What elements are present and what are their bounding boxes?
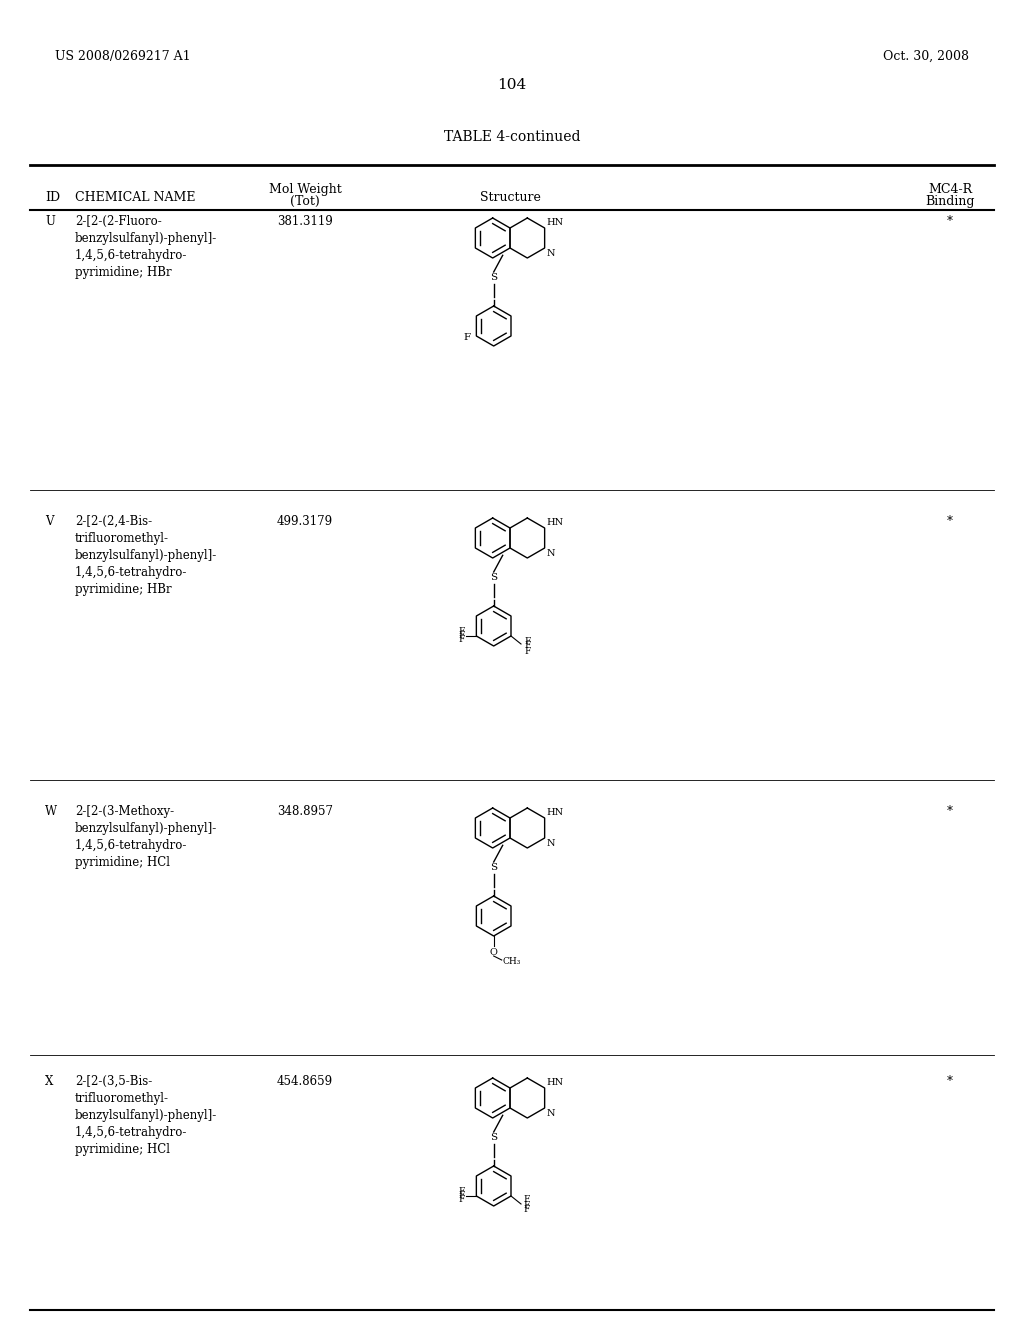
Text: F: F xyxy=(524,636,530,645)
Text: F: F xyxy=(458,631,464,640)
Text: 2-[2-(3-Methoxy-
benzylsulfanyl)-phenyl]-
1,4,5,6-tetrahydro-
pyrimidine; HCl: 2-[2-(3-Methoxy- benzylsulfanyl)-phenyl]… xyxy=(75,805,217,869)
Text: F: F xyxy=(463,334,470,342)
Text: *: * xyxy=(947,215,953,228)
Text: HN: HN xyxy=(547,1078,564,1086)
Text: F: F xyxy=(458,1188,464,1196)
Text: CHEMICAL NAME: CHEMICAL NAME xyxy=(75,191,196,205)
Text: MC4-R: MC4-R xyxy=(928,183,972,195)
Text: F: F xyxy=(458,1192,464,1200)
Text: F: F xyxy=(523,1205,529,1214)
Text: N: N xyxy=(547,840,555,847)
Text: X: X xyxy=(45,1074,53,1088)
Text: S: S xyxy=(490,273,498,282)
Text: Oct. 30, 2008: Oct. 30, 2008 xyxy=(883,50,969,63)
Text: 2-[2-(2-Fluoro-
benzylsulfanyl)-phenyl]-
1,4,5,6-tetrahydro-
pyrimidine; HBr: 2-[2-(2-Fluoro- benzylsulfanyl)-phenyl]-… xyxy=(75,215,217,279)
Text: Mol Weight: Mol Weight xyxy=(268,183,341,195)
Text: 104: 104 xyxy=(498,78,526,92)
Text: Structure: Structure xyxy=(479,191,541,205)
Text: F: F xyxy=(523,1196,529,1204)
Text: N: N xyxy=(547,1109,555,1118)
Text: F: F xyxy=(458,627,464,636)
Text: HN: HN xyxy=(547,218,564,227)
Text: F: F xyxy=(524,642,530,651)
Text: S: S xyxy=(490,863,498,873)
Text: *: * xyxy=(947,805,953,818)
Text: S: S xyxy=(490,1134,498,1143)
Text: N: N xyxy=(547,249,555,257)
Text: V: V xyxy=(45,515,53,528)
Text: 348.8957: 348.8957 xyxy=(278,805,333,818)
Text: W: W xyxy=(45,805,57,818)
Text: 381.3119: 381.3119 xyxy=(278,215,333,228)
Text: HN: HN xyxy=(547,808,564,817)
Text: *: * xyxy=(947,1074,953,1088)
Text: 499.3179: 499.3179 xyxy=(276,515,333,528)
Text: F: F xyxy=(523,1200,529,1209)
Text: 2-[2-(2,4-Bis-
trifluoromethyl-
benzylsulfanyl)-phenyl]-
1,4,5,6-tetrahydro-
pyr: 2-[2-(2,4-Bis- trifluoromethyl- benzylsu… xyxy=(75,515,217,597)
Text: CH₃: CH₃ xyxy=(503,957,521,965)
Text: O: O xyxy=(489,948,498,957)
Text: Binding: Binding xyxy=(926,195,975,209)
Text: 2-[2-(3,5-Bis-
trifluoromethyl-
benzylsulfanyl)-phenyl]-
1,4,5,6-tetrahydro-
pyr: 2-[2-(3,5-Bis- trifluoromethyl- benzylsu… xyxy=(75,1074,217,1156)
Text: F: F xyxy=(458,1196,464,1204)
Text: 454.8659: 454.8659 xyxy=(276,1074,333,1088)
Text: U: U xyxy=(45,215,55,228)
Text: TABLE 4-continued: TABLE 4-continued xyxy=(443,129,581,144)
Text: US 2008/0269217 A1: US 2008/0269217 A1 xyxy=(55,50,190,63)
Text: N: N xyxy=(547,549,555,558)
Text: (Tot): (Tot) xyxy=(290,195,319,209)
Text: F: F xyxy=(524,647,530,656)
Text: F: F xyxy=(458,635,464,644)
Text: S: S xyxy=(490,573,498,582)
Text: *: * xyxy=(947,515,953,528)
Text: HN: HN xyxy=(547,517,564,527)
Text: ID: ID xyxy=(45,191,60,205)
